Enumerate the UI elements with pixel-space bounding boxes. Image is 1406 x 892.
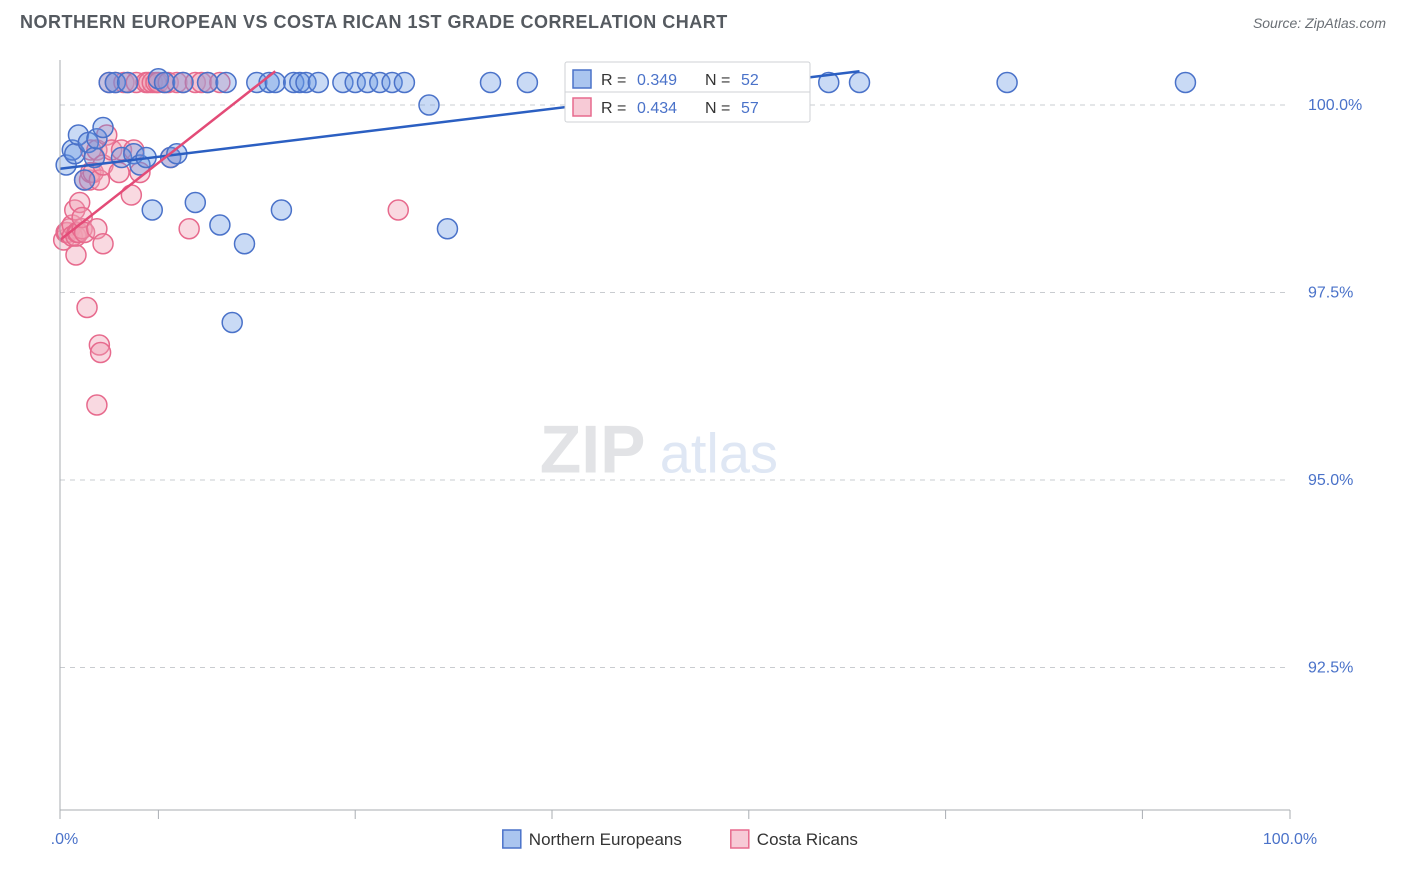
y-tick-label: 95.0% (1308, 472, 1353, 489)
data-point (222, 313, 242, 333)
data-point (142, 200, 162, 220)
data-point (235, 234, 255, 254)
data-point (394, 73, 414, 93)
bottom-legend: Northern Europeans Costa Ricans (503, 830, 858, 849)
data-point (481, 73, 501, 93)
data-point (437, 219, 457, 239)
chart-title: NORTHERN EUROPEAN VS COSTA RICAN 1ST GRA… (20, 12, 728, 33)
data-point (179, 219, 199, 239)
data-point (185, 193, 205, 213)
data-point (77, 298, 97, 318)
svg-text:0.349: 0.349 (637, 72, 677, 89)
data-point (419, 95, 439, 115)
data-point (66, 245, 86, 265)
svg-text:atlas: atlas (660, 422, 778, 485)
y-tick-label: 92.5% (1308, 660, 1353, 677)
data-point (173, 73, 193, 93)
data-point (271, 200, 291, 220)
stats-legend: R = 0.349 N = 52 R = 0.434 N = 57 (565, 62, 810, 122)
watermark: ZIPatlas (540, 412, 778, 488)
data-point (155, 73, 175, 93)
data-point (93, 118, 113, 138)
svg-text:ZIP: ZIP (540, 412, 646, 488)
data-point (93, 234, 113, 254)
data-point (75, 170, 95, 190)
y-tick-label: 100.0% (1308, 97, 1362, 114)
data-point (997, 73, 1017, 93)
chart-container: 100.0%97.5%95.0%92.5%ZIPatlas0.0%100.0%1… (50, 50, 1386, 850)
data-point (87, 395, 107, 415)
x-label-left: 0.0% (50, 831, 78, 848)
svg-text:N =: N = (705, 72, 730, 89)
data-point (517, 73, 537, 93)
legend-label: Costa Ricans (757, 830, 858, 849)
data-point (91, 343, 111, 363)
svg-text:R =: R = (601, 72, 626, 89)
legend-swatch (573, 98, 591, 116)
scatter-chart: 100.0%97.5%95.0%92.5%ZIPatlas0.0%100.0%1… (50, 50, 1386, 850)
legend-label: Northern Europeans (529, 830, 682, 849)
data-point (850, 73, 870, 93)
chart-header: NORTHERN EUROPEAN VS COSTA RICAN 1ST GRA… (0, 0, 1406, 39)
svg-text:57: 57 (741, 100, 759, 117)
source-label: Source: ZipAtlas.com (1253, 15, 1386, 31)
data-point (118, 73, 138, 93)
data-point (216, 73, 236, 93)
svg-text:0.434: 0.434 (637, 100, 677, 117)
data-point (1175, 73, 1195, 93)
svg-text:N =: N = (705, 100, 730, 117)
svg-text:R =: R = (601, 100, 626, 117)
y-tick-label: 97.5% (1308, 285, 1353, 302)
data-point (198, 73, 218, 93)
data-point (388, 200, 408, 220)
x-label-right: 100.0% (1263, 831, 1317, 848)
legend-swatch (503, 830, 521, 848)
legend-swatch (731, 830, 749, 848)
data-point (308, 73, 328, 93)
data-point (210, 215, 230, 235)
svg-text:52: 52 (741, 72, 759, 89)
legend-swatch (573, 70, 591, 88)
